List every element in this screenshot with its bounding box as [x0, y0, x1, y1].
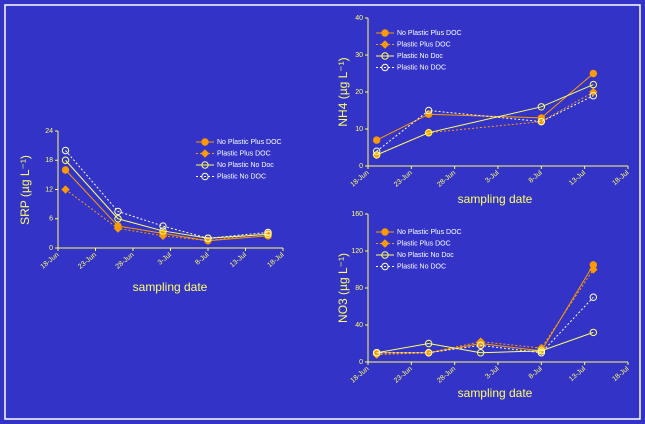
y-tick-label: 40: [355, 15, 363, 22]
marker: [589, 265, 598, 274]
marker: [424, 129, 433, 137]
marker: [114, 215, 122, 223]
y-tick-label: 10: [355, 126, 363, 133]
y-tick-label: 20: [355, 89, 363, 96]
series-line: [65, 150, 269, 239]
marker: [476, 341, 485, 350]
marker: [537, 117, 546, 126]
y-tick-label: 18: [45, 157, 53, 164]
frame: [4, 4, 641, 420]
y-tick-label: 6: [49, 216, 53, 223]
marker: [589, 293, 598, 301]
legend-label: No Plastic No Doc: [217, 162, 274, 169]
legend-marker: [380, 40, 390, 49]
marker: [372, 147, 381, 155]
marker: [537, 103, 546, 111]
legend-label: Plastic Plus DOC: [397, 41, 451, 48]
marker: [589, 69, 598, 78]
marker: [61, 185, 70, 194]
legend-marker: [381, 52, 389, 60]
y-axis-label: NH4 (µg L⁻¹): [336, 57, 350, 126]
legend-label: No Plastic Plus DOC: [397, 229, 462, 236]
y-tick-label: 120: [351, 248, 363, 255]
series-line: [376, 331, 594, 354]
x-axis-label: sampling date: [133, 280, 208, 294]
series-line: [376, 84, 594, 156]
legend-label: Plastic No DOC: [397, 263, 446, 270]
x-axis-label: sampling date: [458, 386, 533, 400]
legend-label: Plastic No Doc: [397, 53, 443, 60]
marker: [61, 156, 70, 164]
legend-label: Plastic No DOC: [217, 173, 266, 180]
y-tick-label: 12: [45, 186, 53, 193]
legend-label: No Plastic Plus DOC: [397, 30, 462, 37]
marker: [159, 222, 167, 230]
y-tick-label: 0: [49, 245, 53, 252]
marker: [113, 224, 123, 233]
y-tick-label: 0: [359, 359, 363, 366]
marker: [61, 146, 70, 155]
legend-label: No Plastic Plus DOC: [217, 139, 282, 146]
marker: [589, 328, 598, 337]
y-axis-label: SRP (µg L⁻¹): [18, 155, 32, 225]
marker: [264, 228, 272, 237]
legend-label: Plastic Plus DOC: [217, 150, 271, 157]
marker: [204, 234, 212, 242]
legend-marker: [381, 262, 389, 271]
legend-marker: [201, 161, 209, 169]
marker: [589, 92, 598, 100]
y-tick-label: 80: [355, 285, 363, 292]
marker: [372, 151, 381, 159]
series-line: [65, 159, 269, 239]
legend-marker: [201, 138, 209, 146]
marker: [424, 106, 433, 115]
y-tick-label: 40: [355, 322, 363, 329]
legend-marker: [381, 228, 389, 236]
marker: [159, 227, 167, 235]
marker: [424, 339, 433, 348]
legend-marker: [200, 149, 210, 158]
legend-marker: [201, 172, 209, 181]
legend-label: Plastic No DOC: [397, 64, 446, 71]
legend-marker: [381, 63, 389, 72]
marker: [372, 349, 381, 357]
legend-marker: [381, 29, 389, 37]
y-axis-label: NO3 (µg L⁻¹): [336, 253, 350, 323]
marker: [61, 166, 70, 174]
y-tick-label: 0: [359, 163, 363, 170]
y-tick-label: 24: [45, 128, 53, 135]
marker: [372, 136, 381, 144]
marker: [114, 207, 122, 216]
y-tick-label: 160: [351, 211, 363, 218]
legend-marker: [381, 251, 389, 259]
legend-marker: [380, 239, 390, 248]
marker: [589, 80, 598, 89]
marker: [537, 349, 546, 357]
x-axis-label: sampling date: [458, 192, 533, 206]
series-line: [65, 189, 269, 242]
marker: [424, 349, 433, 357]
series-line: [376, 95, 594, 152]
marker: [476, 349, 485, 357]
marker: [203, 236, 213, 245]
marker: [264, 230, 272, 239]
y-tick-label: 30: [355, 52, 363, 59]
legend-label: No Plastic No Doc: [397, 252, 454, 259]
series-line: [376, 296, 594, 354]
legend-label: Plastic Plus DOC: [397, 240, 451, 247]
